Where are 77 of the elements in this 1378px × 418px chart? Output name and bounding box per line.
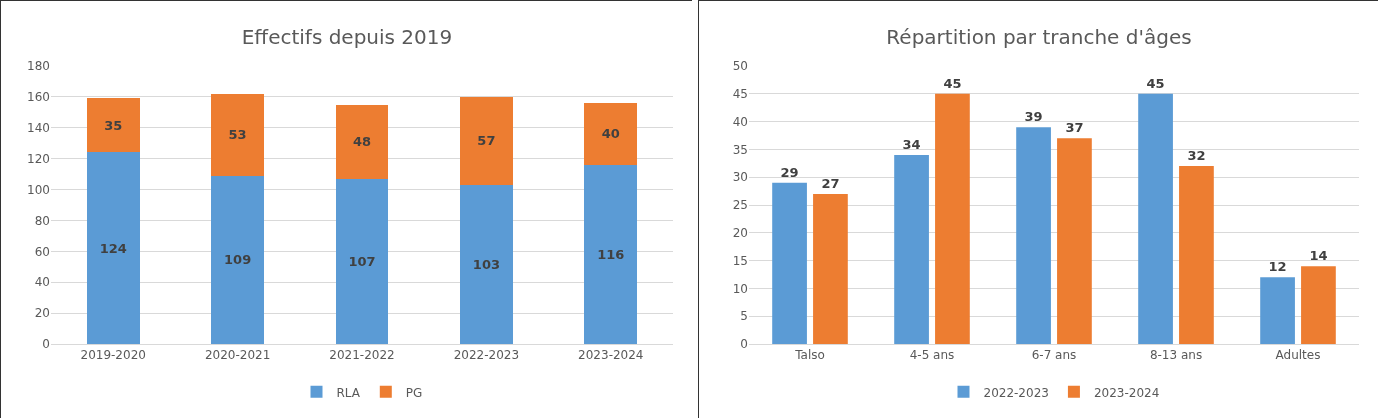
data-label: 37 xyxy=(1065,120,1084,136)
bar xyxy=(1016,127,1051,344)
x-tick-label: 2022-2023 xyxy=(453,348,520,363)
bar xyxy=(1260,277,1295,344)
y-tick-label: 5 xyxy=(740,309,748,324)
data-label: 45 xyxy=(943,75,962,91)
data-label: 116 xyxy=(597,246,625,262)
bar xyxy=(459,96,513,185)
y-tick-label: 35 xyxy=(732,142,748,157)
data-label: 27 xyxy=(821,175,840,191)
legend-label: 2023-2024 xyxy=(1093,385,1160,400)
bar xyxy=(1301,266,1336,344)
y-tick-label: 180 xyxy=(27,59,50,74)
y-tick-label: 60 xyxy=(34,244,50,259)
chart-title: Répartition par tranche d'âges xyxy=(886,25,1192,50)
bar xyxy=(935,93,970,344)
data-label: 45 xyxy=(1146,75,1165,91)
bar xyxy=(772,182,807,344)
bar xyxy=(584,103,638,165)
x-tick-label: Adultes xyxy=(1275,348,1321,363)
y-tick-label: 0 xyxy=(42,337,50,352)
data-label: 32 xyxy=(1187,148,1206,164)
x-tick-label: Talso xyxy=(794,348,825,363)
legend-label: RLA xyxy=(336,385,361,400)
data-label: 34 xyxy=(902,136,921,152)
x-tick-label: 2021-2022 xyxy=(329,348,395,363)
x-tick-label: 2023-2024 xyxy=(578,348,644,363)
bar xyxy=(211,93,265,176)
bar xyxy=(1138,93,1173,344)
bar xyxy=(211,175,265,344)
data-label: 48 xyxy=(352,134,372,150)
bar xyxy=(335,104,389,179)
bar xyxy=(1179,166,1214,344)
bar xyxy=(1057,138,1092,344)
bar xyxy=(335,178,389,344)
x-tick-label: 4-5 ans xyxy=(909,348,955,363)
y-tick-label: 20 xyxy=(732,226,748,240)
x-tick-label: 8-13 ans xyxy=(1149,348,1203,363)
data-label: 57 xyxy=(477,133,496,149)
y-tick-label: 20 xyxy=(34,306,50,321)
chart-title: Effectifs depuis 2019 xyxy=(241,25,453,50)
x-tick-label: 2019-2020 xyxy=(80,348,146,363)
bar xyxy=(584,164,638,344)
data-label: 12 xyxy=(1268,259,1287,275)
y-tick-label: 160 xyxy=(27,90,50,105)
x-tick-label: 6-7 ans xyxy=(1031,348,1077,363)
y-tick-label: 25 xyxy=(732,198,748,213)
data-label: 109 xyxy=(224,252,252,268)
y-tick-label: 0 xyxy=(740,337,748,352)
bar xyxy=(86,98,140,153)
y-tick-label: 50 xyxy=(732,59,748,74)
y-tick-label: 15 xyxy=(732,253,748,268)
y-tick-label: 30 xyxy=(732,170,748,185)
x-tick-label: 2020-2021 xyxy=(204,348,271,363)
legend-label: PG xyxy=(405,385,423,400)
y-tick-label: 10 xyxy=(732,281,748,296)
y-tick-label: 40 xyxy=(732,114,748,129)
bar xyxy=(813,193,848,344)
y-tick-label: 120 xyxy=(27,151,50,166)
data-label: 29 xyxy=(780,164,799,180)
y-tick-label: 40 xyxy=(34,275,50,290)
data-label: 124 xyxy=(99,240,127,256)
data-label: 35 xyxy=(104,117,123,133)
data-label: 107 xyxy=(348,253,376,269)
bar xyxy=(86,152,140,344)
data-label: 40 xyxy=(601,126,620,142)
y-tick-label: 80 xyxy=(34,213,50,228)
data-label: 53 xyxy=(228,127,247,143)
bar xyxy=(894,154,929,344)
data-label: 103 xyxy=(472,256,500,272)
legend-label: 2022-2023 xyxy=(983,385,1049,400)
y-tick-label: 100 xyxy=(27,182,50,197)
data-label: 39 xyxy=(1024,109,1043,125)
y-tick-label: 45 xyxy=(732,87,748,101)
y-tick-label: 140 xyxy=(27,120,50,135)
data-label: 14 xyxy=(1309,248,1328,264)
bar xyxy=(459,184,513,344)
